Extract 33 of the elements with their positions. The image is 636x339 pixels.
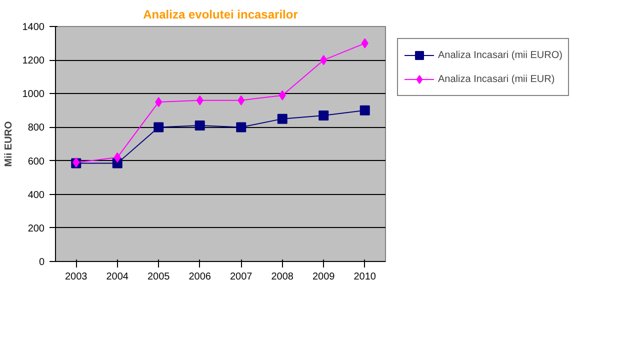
y-tick-label: 1200 (22, 56, 45, 67)
x-tick-label: 2006 (188, 272, 212, 282)
point (154, 122, 164, 132)
x-tick-label: 2007 (230, 272, 253, 282)
x-tick-label: 2008 (271, 272, 294, 282)
x-tick-label: 2003 (65, 272, 88, 282)
point (155, 97, 162, 108)
y-tick-label: 0 (38, 257, 45, 268)
point (114, 152, 121, 162)
y-tick-label: 1400 (22, 22, 45, 33)
point (320, 55, 328, 66)
y-tick-label: 800 (28, 122, 45, 134)
chart-title: Analiza evolutei incasarilor (143, 8, 298, 22)
y-tick-label: 1000 (22, 89, 45, 100)
point (194, 120, 205, 131)
point (236, 122, 246, 132)
point (277, 114, 288, 124)
x-tick-label: 2005 (148, 272, 170, 282)
point (361, 38, 368, 48)
x-tick-label: 2004 (106, 272, 129, 282)
point (318, 110, 329, 120)
y-axis-title: Mii EURO (3, 121, 14, 167)
y-tick-label: 600 (28, 156, 45, 168)
legend-label: Analiza Incasari (mii EURO) (438, 50, 562, 60)
x-tick-label: 2009 (312, 272, 336, 282)
point (238, 95, 245, 106)
point (196, 95, 204, 106)
point (278, 90, 286, 100)
y-tick-label: 400 (28, 190, 45, 201)
x-tick-label: 2010 (354, 272, 376, 282)
y-tick-label: 200 (28, 223, 45, 234)
legend-label: Analiza Incasari (mii EUR) (438, 74, 555, 84)
point (360, 105, 370, 116)
